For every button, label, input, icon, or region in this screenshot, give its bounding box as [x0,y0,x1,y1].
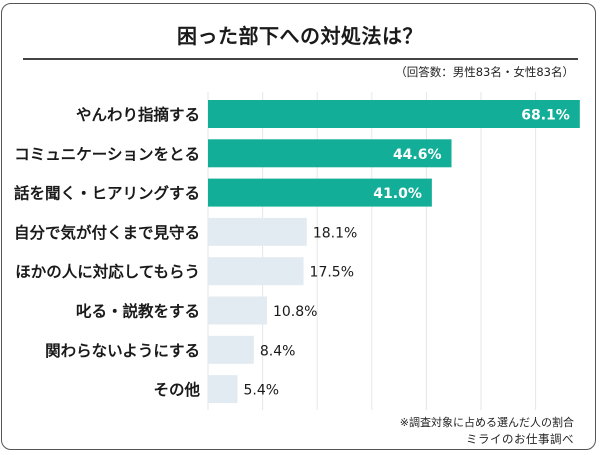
respondents-note: （回答数：男性83名・女性83名） [395,65,574,79]
category-label: 叱る・説教をする [76,302,200,321]
value-label: 41.0% [373,186,422,202]
value-label: 68.1% [521,108,570,124]
category-label: コミュニケーションをとる [14,145,200,163]
value-label: 5.4% [243,383,279,399]
category-label: ほかの人に対応してもらう [15,262,200,281]
value-label: 44.6% [393,147,442,163]
bar-7 [208,335,254,364]
chart-title: 困った部下への対処法は？ [177,24,423,48]
footnote: ※調査対象に占める選んだ人の割合 [399,416,574,429]
bar-1 [208,100,580,128]
value-label: 17.5% [310,265,354,281]
value-label: 8.4% [260,343,296,359]
bar-5 [208,257,304,286]
title-divider [23,58,578,60]
chart-frame [1,3,596,450]
bar-2 [208,139,452,168]
category-label: その他 [153,380,200,399]
source-credit: ミライのお仕事調べ [466,432,574,446]
bar-6 [208,296,267,325]
category-label: 関わらないようにする [45,342,200,360]
bar-3 [208,178,432,207]
value-label: 18.1% [313,225,357,241]
bar-8 [208,375,238,404]
category-label: やんわり指摘する [76,105,200,124]
bar-4 [208,217,307,246]
value-label: 10.8% [273,304,317,320]
category-label: 話を聞く・ヒアリングする [14,184,200,203]
category-label: 自分で気が付くまで見守る [14,223,200,242]
